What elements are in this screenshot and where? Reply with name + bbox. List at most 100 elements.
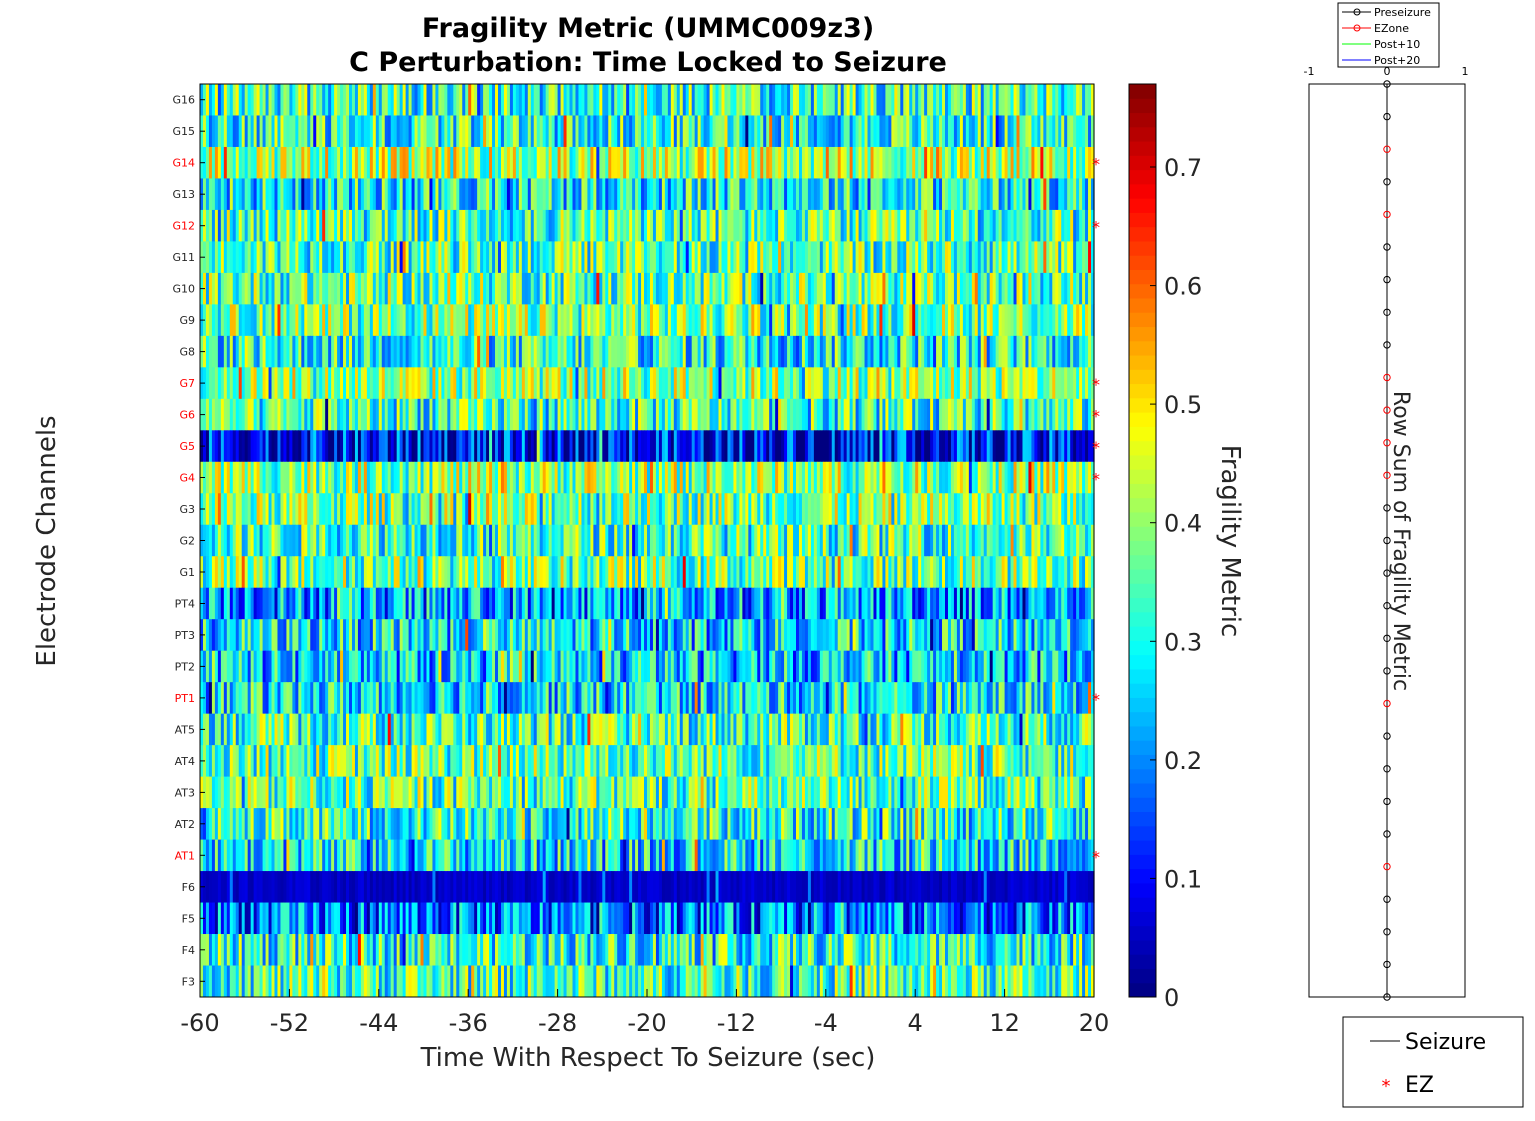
heatmap-cell — [912, 367, 916, 400]
heatmap-cell — [921, 115, 925, 148]
heatmap-cell — [1004, 178, 1009, 211]
heatmap-cell — [742, 209, 746, 242]
heatmap-cell — [584, 398, 588, 431]
heatmap-cell — [676, 430, 681, 463]
heatmap-cell — [572, 430, 577, 463]
heatmap-cell — [638, 524, 642, 557]
heatmap-cell — [420, 84, 425, 116]
heatmap-cell — [542, 335, 547, 368]
heatmap-cell — [632, 556, 636, 589]
heatmap-cell — [775, 398, 779, 431]
heatmap-cell — [626, 146, 630, 179]
heatmap-cell — [515, 556, 520, 589]
heatmap-cell — [253, 272, 258, 305]
heatmap-cell — [924, 461, 928, 494]
heatmap-cell — [1067, 178, 1071, 211]
heatmap-cell — [500, 304, 505, 337]
heatmap-cell — [1037, 115, 1041, 148]
heatmap-cell — [229, 556, 234, 589]
heatmap-cell — [402, 146, 407, 179]
heatmap-cell — [661, 272, 666, 305]
heatmap-cell — [423, 398, 428, 431]
heatmap-cell — [1061, 335, 1065, 368]
heatmap-cell — [220, 430, 225, 463]
heatmap-cell — [271, 304, 276, 337]
heatmap-cell — [259, 178, 264, 211]
heatmap-cell — [289, 304, 293, 337]
heatmap-cell — [983, 335, 988, 368]
heatmap-cell — [447, 587, 451, 620]
heatmap-cell — [357, 398, 362, 431]
heatmap-cell — [912, 556, 916, 589]
heatmap-cell — [933, 115, 937, 148]
heatmap-cell — [518, 524, 523, 557]
heatmap-cell — [670, 493, 675, 526]
heatmap-cell — [882, 398, 886, 431]
heatmap-cell — [1019, 146, 1024, 179]
heatmap-cell — [983, 241, 988, 274]
heatmap-cell — [292, 304, 296, 337]
heatmap-cell — [706, 146, 711, 179]
heatmap-cell — [968, 146, 973, 179]
heatmap-cell — [718, 430, 723, 463]
heatmap-cell — [229, 493, 234, 526]
heatmap-cell — [721, 556, 726, 589]
heatmap-cell — [733, 146, 737, 179]
heatmap-cell — [542, 367, 547, 400]
heatmap-cell — [837, 241, 842, 274]
heatmap-cell — [450, 209, 454, 242]
heatmap-cell — [363, 461, 368, 494]
heatmap-cell — [325, 84, 329, 116]
heatmap-cell — [661, 398, 666, 431]
heatmap-cell — [259, 367, 264, 400]
heatmap-cell — [617, 84, 621, 116]
heatmap-cell — [548, 461, 553, 494]
heatmap-cell — [596, 556, 600, 589]
heatmap-cell — [229, 304, 234, 337]
heatmap-cell — [605, 335, 609, 368]
heatmap-cell — [366, 367, 371, 400]
heatmap-cell — [706, 524, 711, 557]
heatmap-cell — [912, 461, 916, 494]
heatmap-cell — [793, 493, 797, 526]
heatmap-cell — [372, 146, 377, 179]
heatmap-cell — [635, 461, 639, 494]
heatmap-cell — [804, 430, 809, 463]
heatmap-cell — [268, 398, 273, 431]
heatmap-cell — [924, 367, 928, 400]
heatmap-cell — [1028, 556, 1033, 589]
heatmap-cell — [947, 367, 952, 400]
heatmap-cell — [995, 272, 1000, 305]
heatmap-cell — [602, 367, 606, 400]
heatmap-cell — [396, 398, 401, 431]
heatmap-cell — [503, 272, 508, 305]
heatmap-cell — [977, 178, 982, 211]
heatmap-cell — [787, 304, 791, 337]
heatmap-cell — [694, 493, 699, 526]
heatmap-cell — [545, 430, 550, 463]
heatmap-cell — [757, 556, 761, 589]
heatmap-cell — [649, 146, 654, 179]
heatmap-cell — [295, 493, 299, 526]
heatmap-cell — [718, 146, 723, 179]
heatmap-cell — [548, 209, 553, 242]
heatmap-cell — [840, 209, 845, 242]
heatmap-cell — [551, 209, 556, 242]
heatmap-cell — [262, 304, 267, 337]
heatmap-cell — [757, 115, 761, 148]
heatmap-cell — [611, 493, 615, 526]
heatmap-cell — [509, 430, 514, 463]
heatmap-cell — [956, 146, 961, 179]
heatmap-cell — [757, 398, 761, 431]
heatmap-cell — [256, 461, 261, 494]
heatmap-cell — [459, 556, 463, 589]
heatmap-cell — [1088, 335, 1092, 368]
heatmap-cell — [244, 461, 249, 494]
heatmap-cell — [661, 430, 666, 463]
heatmap-cell — [870, 430, 875, 463]
heatmap-cell — [256, 430, 261, 463]
heatmap-cell — [518, 209, 523, 242]
heatmap-cell — [351, 430, 356, 463]
heatmap-cell — [599, 398, 603, 431]
heatmap-cell — [301, 430, 305, 463]
